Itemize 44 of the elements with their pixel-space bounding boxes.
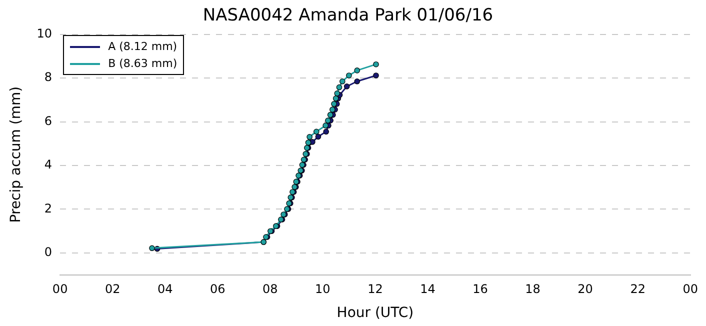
point [332, 96, 339, 102]
point [344, 84, 350, 90]
x-tick-label: 16 [472, 282, 488, 296]
point [313, 128, 320, 135]
x-tick-label: 04 [157, 282, 173, 296]
point [327, 112, 334, 118]
point [306, 134, 312, 140]
y-tick-label: 4 [44, 158, 52, 172]
point [322, 122, 328, 128]
y-tick-label: 2 [44, 201, 52, 216]
y-tick-label: 8 [44, 70, 52, 84]
x-tick-label: 02 [104, 282, 120, 296]
point [373, 72, 379, 78]
x-axis-title: Hour (UTC) [336, 305, 414, 322]
chart-title: NASA0042 Amanda Park 01/06/16 [202, 6, 494, 26]
x-tick-label: 20 [578, 282, 593, 296]
x-tick-label: 10 [315, 282, 330, 296]
point [315, 134, 322, 140]
y-tick-label: 6 [44, 114, 52, 128]
point [354, 78, 360, 84]
x-tick-label: 14 [420, 282, 436, 296]
point [346, 72, 352, 78]
y-tick-label: 0 [44, 245, 52, 260]
x-tick-label: 08 [262, 282, 278, 296]
x-tick-label: 06 [210, 282, 226, 296]
x-tick-label: 00 [52, 282, 68, 296]
y-axis-title: Precip accum (mm) [8, 86, 24, 223]
legend-label: B (8.63 mm) [108, 57, 178, 70]
point [339, 78, 346, 84]
point [334, 90, 340, 96]
point [149, 245, 155, 252]
point [354, 68, 360, 74]
x-tick-label: 22 [630, 282, 646, 296]
x-tick-label: 18 [525, 282, 540, 296]
point [325, 118, 331, 124]
point [330, 106, 336, 112]
point [336, 84, 342, 90]
point [323, 128, 330, 135]
point [331, 101, 337, 107]
point [373, 61, 379, 68]
x-tick-label: 00 [682, 282, 698, 296]
y-tick-label: 10 [36, 26, 52, 41]
legend-label: A (8.12 mm) [108, 40, 178, 54]
x-tick-label: 12 [368, 282, 383, 296]
